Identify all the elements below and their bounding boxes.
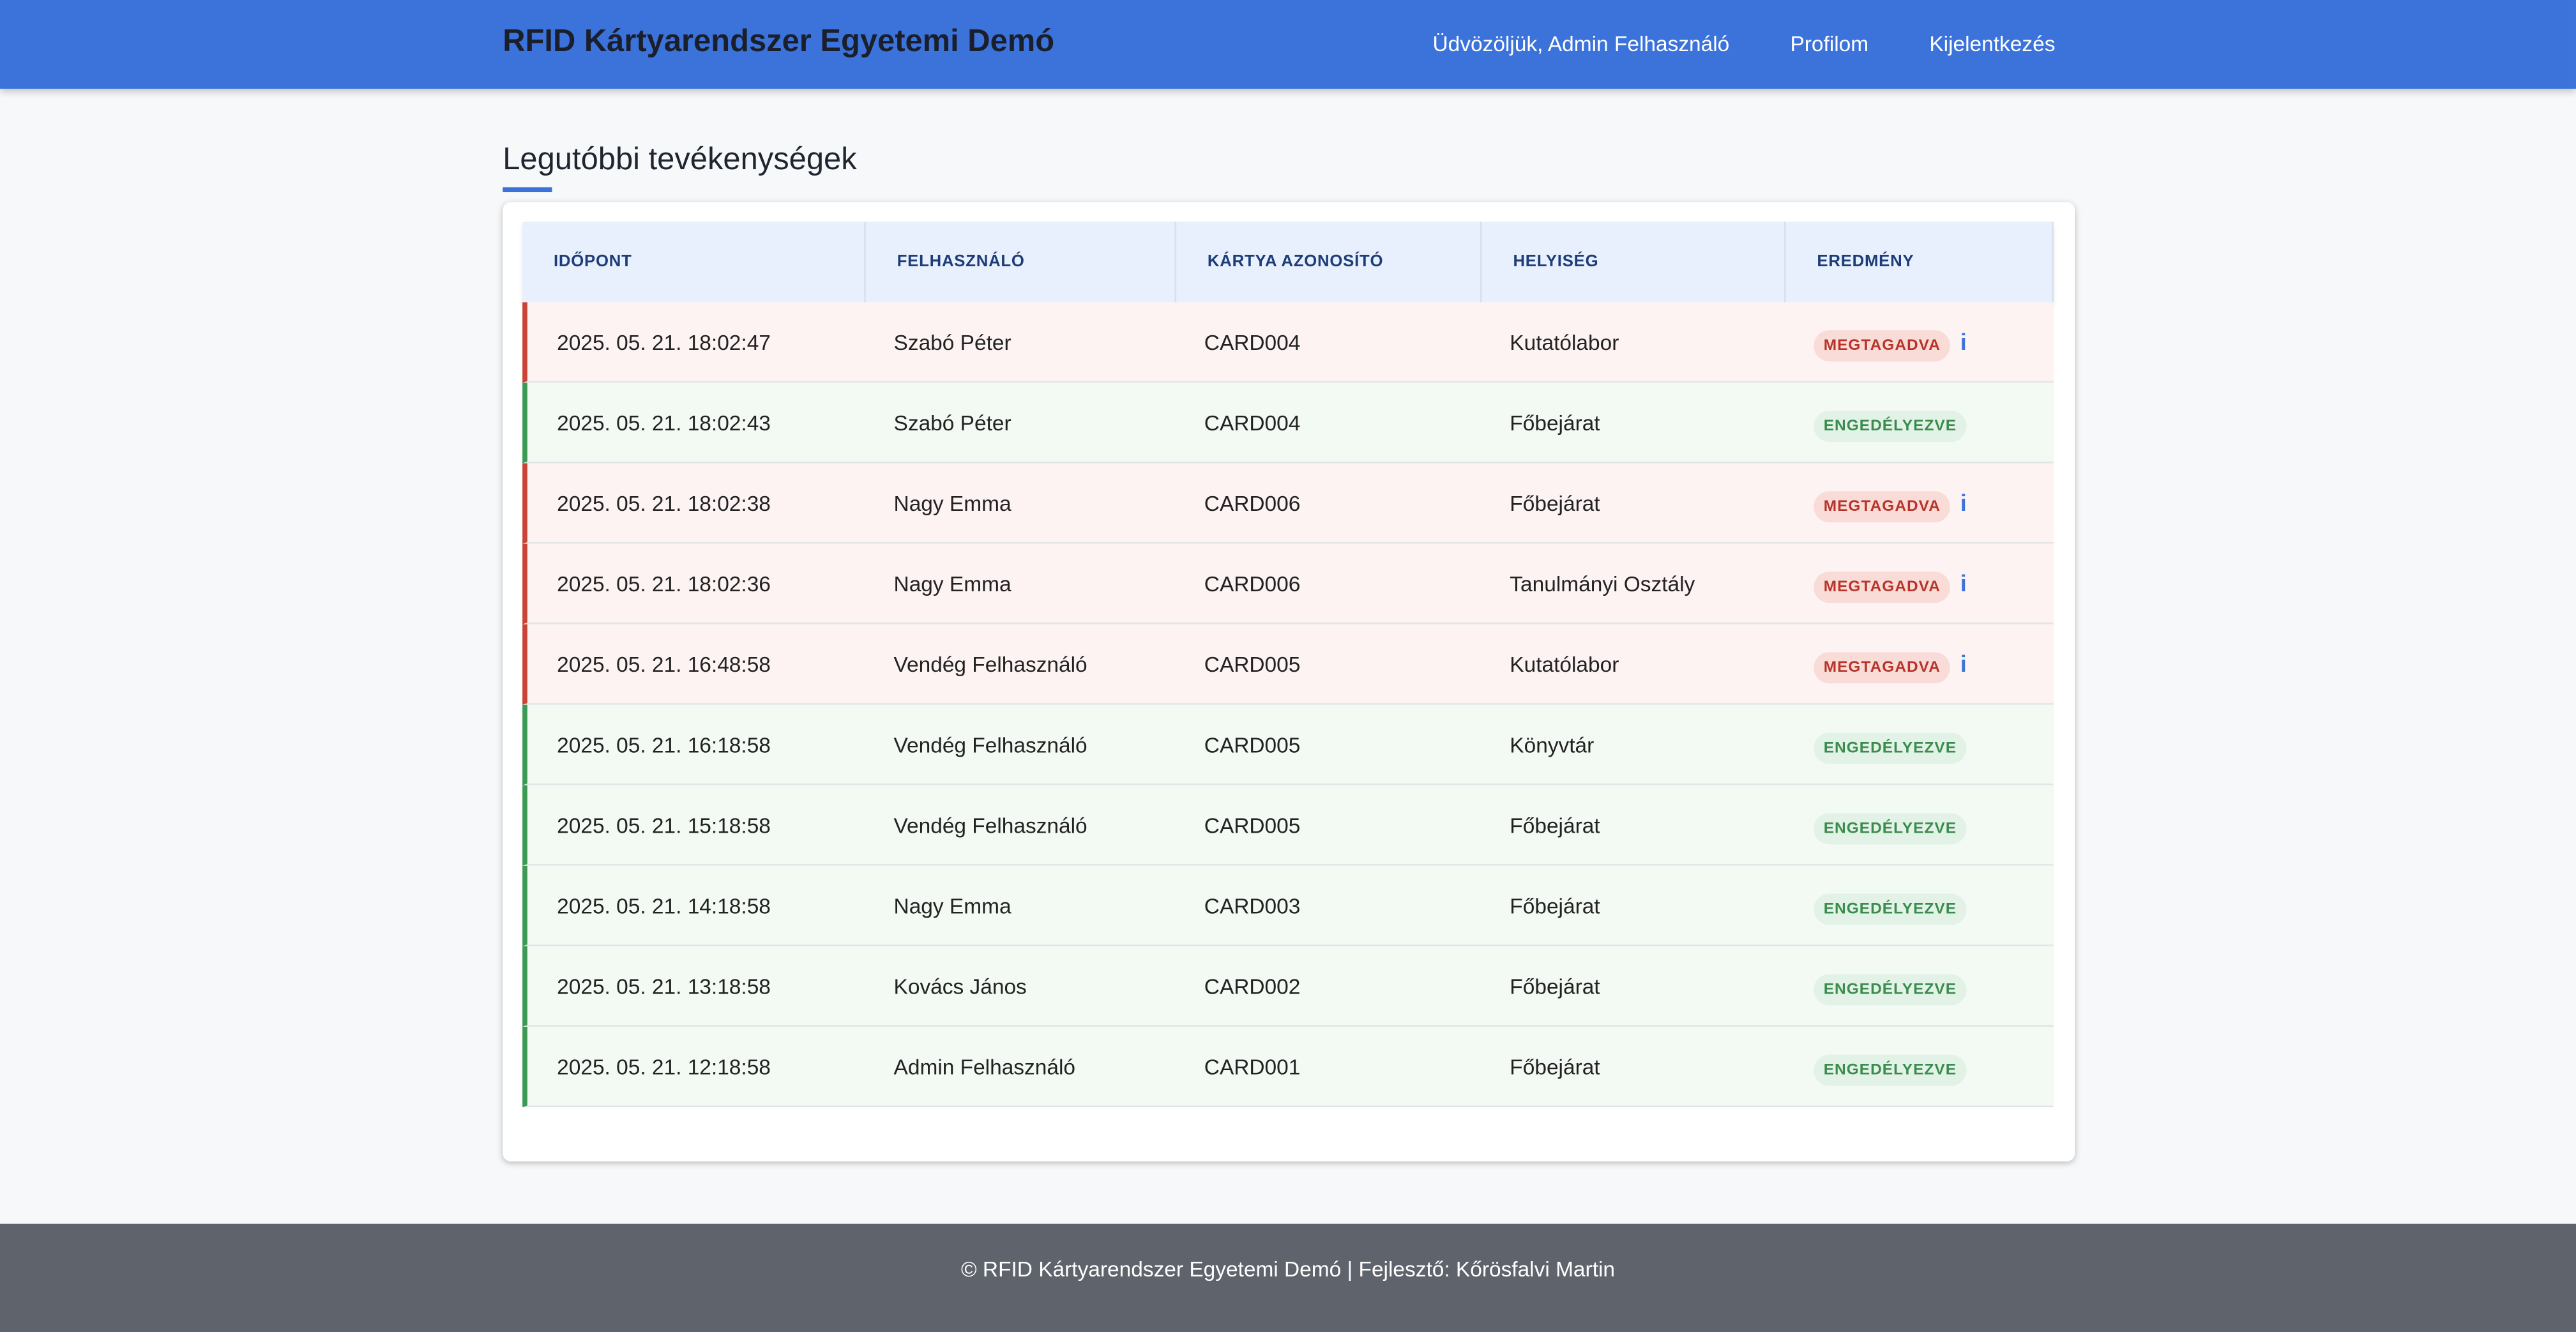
table-cell: 2025. 05. 21. 12:18:58 [557,1054,771,1080]
result-cell: ENGEDÉLYEZVE [1786,705,2054,783]
nav-link[interactable]: Profilom [1790,31,1869,56]
table-header: IDŐPONT FELHASZNÁLÓ KÁRTYA AZONOSÍTÓ HELYIS… [522,222,2054,303]
table-cell: Főbejárat [1510,1054,1600,1080]
table-cell: CARD002 [1204,974,1301,999]
status-badge: ENGEDÉLYEZVE [1814,1054,1967,1086]
table-row: 2025. 05. 21. 18:02:36 Nagy Emma CARD006 Ta… [522,543,2054,624]
table-cell: Admin Felhasználó [893,1054,1075,1080]
table-cell: CARD005 [1204,652,1301,677]
table-row: 2025. 05. 21. 18:02:38 Nagy Emma CARD006 Fő… [522,463,2054,544]
table-cell: CARD004 [1204,411,1301,435]
nav: Üdvözöljük, Admin Felhasználó Profilom Kij… [1433,31,2056,56]
table-cell: Kutatólabor [1510,330,1619,355]
result-cell: ENGEDÉLYEZVE [1786,1027,2054,1105]
status-badge: MEGTAGADVA [1814,491,1951,523]
nav-link[interactable]: Kijelentkezés [1929,31,2056,56]
status-badge: MEGTAGADVA [1814,652,1951,684]
table-cell: Főbejárat [1510,893,1600,919]
table-cell: 2025. 05. 21. 16:48:58 [557,652,771,677]
table-row: 2025. 05. 21. 16:48:58 Vendég Felhasználó… [522,624,2054,705]
info-icon[interactable]: i [1960,328,1967,355]
table-row: 2025. 05. 21. 18:02:43 Szabó Péter CARD004… [522,382,2054,464]
result-cell: MEGTAGADVA i [1786,544,2054,623]
result-cell: ENGEDÉLYEZVE [1786,785,2054,864]
table-cell: 2025. 05. 21. 18:02:36 [557,571,771,596]
status-badge: ENGEDÉLYEZVE [1814,893,1967,925]
status-badge: ENGEDÉLYEZVE [1814,974,1967,1006]
table-cell: 2025. 05. 21. 16:18:58 [557,732,771,758]
table-cell: CARD006 [1204,491,1301,516]
result-cell: MEGTAGADVA i [1786,624,2054,703]
table-cell: Vendég Felhasználó [893,732,1087,758]
column-header: IDŐPONT [522,222,866,303]
column-header: EREDMÉNY [1786,222,2054,303]
table-cell: 2025. 05. 21. 18:02:38 [557,491,771,516]
column-header: FELHASZNÁLÓ [866,222,1177,303]
table-cell: Főbejárat [1510,813,1600,838]
table-body: 2025. 05. 21. 18:02:47 Szabó Péter CARD004… [522,302,2054,1107]
table-cell: Vendég Felhasználó [893,652,1087,677]
status-badge: ENGEDÉLYEZVE [1814,411,1967,443]
table: IDŐPONT FELHASZNÁLÓ KÁRTYA AZONOSÍTÓ HELYIS… [522,222,2054,1107]
result-cell: ENGEDÉLYEZVE [1786,382,2054,461]
result-cell: MEGTAGADVA i [1786,464,2054,542]
table-cell: 2025. 05. 21. 14:18:58 [557,893,771,919]
table-cell: CARD001 [1204,1054,1301,1080]
title-underline [503,187,552,193]
table-cell: Tanulmányi Osztály [1510,571,1695,596]
table-cell: Nagy Emma [893,893,1011,919]
table-cell: Kovács János [893,974,1027,999]
table-cell: Szabó Péter [893,330,1011,355]
brand: RFID Kártyarendszer Egyetemi Demó [503,24,1055,59]
result-cell: ENGEDÉLYEZVE [1786,946,2054,1025]
table-row: 2025. 05. 21. 14:18:58 Nagy Emma CARD003 Fő… [522,865,2054,946]
table-row: 2025. 05. 21. 15:18:58 Vendég Felhasználó… [522,785,2054,866]
table-cell: Nagy Emma [893,571,1011,596]
table-row: 2025. 05. 21. 18:02:47 Szabó Péter CARD004… [522,302,2054,383]
table-row: 2025. 05. 21. 16:18:58 Vendég Felhasználó… [522,704,2054,785]
table-cell: CARD006 [1204,571,1301,596]
table-cell: Főbejárat [1510,491,1600,516]
nav-link[interactable]: Üdvözöljük, Admin Felhasználó [1432,31,1730,56]
header: RFID Kártyarendszer Egyetemi Demó Üdvözö… [0,0,2576,89]
table-cell: 2025. 05. 21. 13:18:58 [557,974,771,999]
table-cell: 2025. 05. 21. 18:02:43 [557,411,771,435]
result-cell: MEGTAGADVA i [1786,302,2054,381]
status-badge: MEGTAGADVA [1814,330,1951,361]
table-cell: Vendég Felhasználó [893,813,1087,838]
table-cell: CARD004 [1204,330,1301,355]
table-cell: Kutatólabor [1510,652,1619,677]
status-badge: MEGTAGADVA [1814,571,1951,603]
table-cell: 2025. 05. 21. 15:18:58 [557,813,771,838]
result-cell: ENGEDÉLYEZVE [1786,866,2054,944]
table-cell: CARD005 [1204,732,1301,758]
table-cell: CARD005 [1204,813,1301,838]
table-cell: Szabó Péter [893,411,1011,435]
table-cell: Nagy Emma [893,491,1011,516]
status-badge: ENGEDÉLYEZVE [1814,813,1967,845]
status-badge: ENGEDÉLYEZVE [1814,732,1967,764]
footer: © RFID Kártyarendszer Egyetemi Demó | Fe… [0,1223,2576,1332]
column-header: HELYISÉG [1482,222,1786,303]
table-row: 2025. 05. 21. 12:18:58 Admin Felhasználó C… [522,1026,2054,1107]
table-cell: 2025. 05. 21. 18:02:47 [557,330,771,355]
table-cell: CARD003 [1204,893,1301,919]
table-cell: Főbejárat [1510,411,1600,435]
table-cell: Könyvtár [1510,732,1595,758]
column-header: KÁRTYA AZONOSÍTÓ [1176,222,1482,303]
table-card: IDŐPONT FELHASZNÁLÓ KÁRTYA AZONOSÍTÓ HELYIS… [503,202,2075,1162]
table-row: 2025. 05. 21. 13:18:58 Kovács János CARD00… [522,946,2054,1027]
info-icon[interactable]: i [1960,570,1967,596]
info-icon[interactable]: i [1960,650,1967,677]
table-cell: Főbejárat [1510,974,1600,999]
footer-text: © RFID Kártyarendszer Egyetemi Demó | Fe… [960,1257,1616,1282]
section-title: Legutóbbi tevékenységek [503,142,857,178]
info-icon[interactable]: i [1960,489,1967,516]
